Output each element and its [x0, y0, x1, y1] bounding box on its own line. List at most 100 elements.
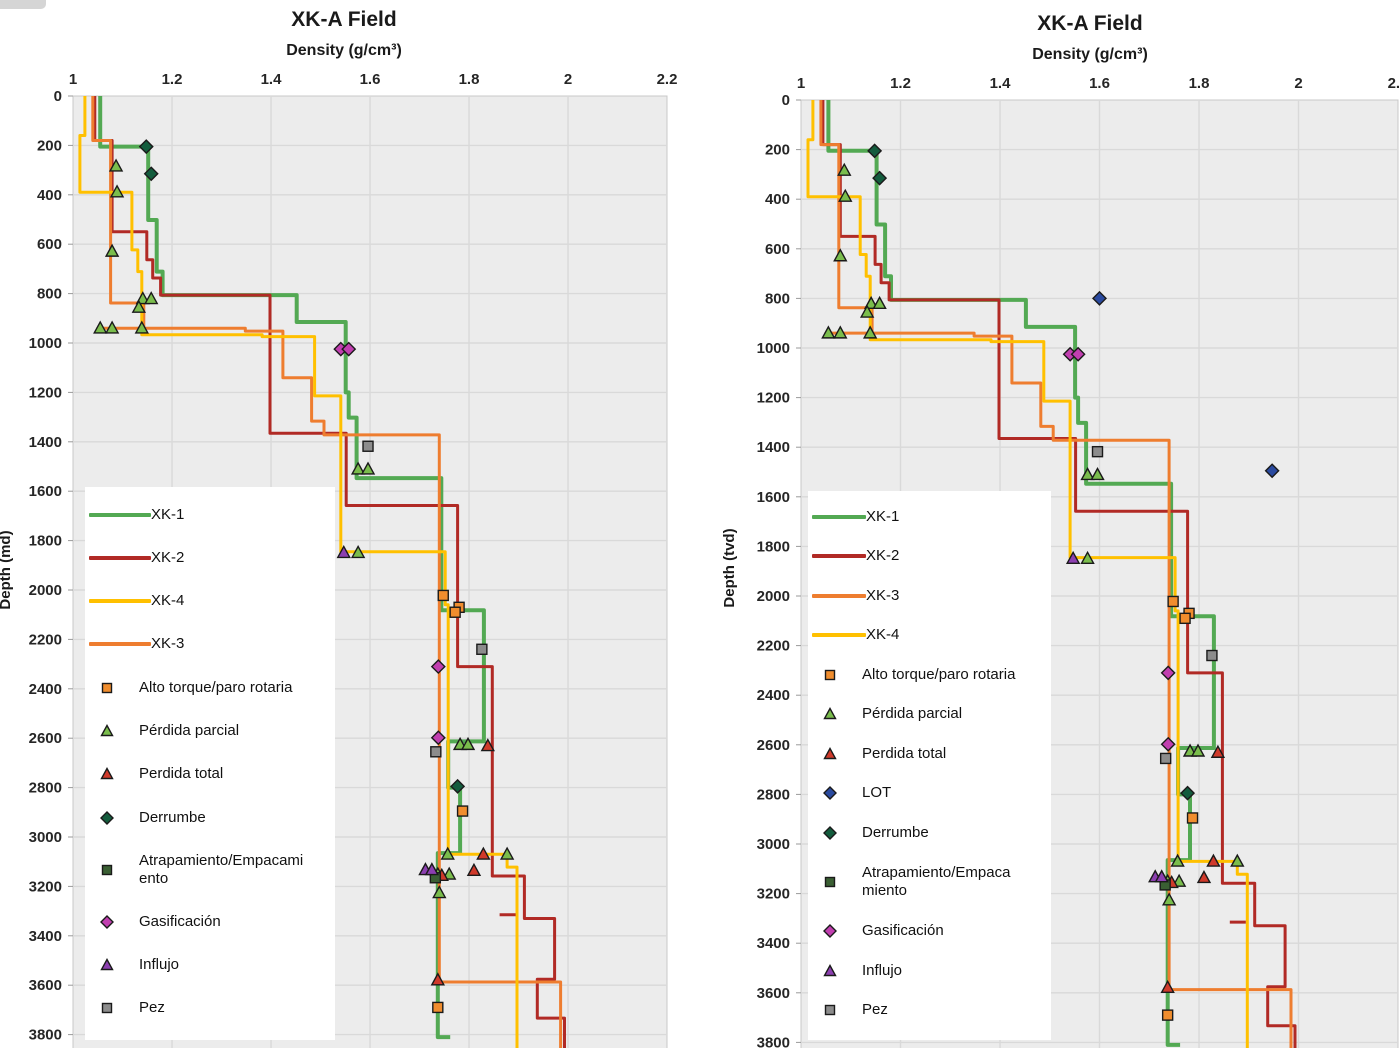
- x-tick-label: 1.4: [990, 75, 1012, 92]
- series-xk-4: [806, 100, 1249, 1048]
- y-tick-label: 3000: [757, 836, 790, 853]
- legend-marker-triangle-icon: [100, 958, 114, 971]
- marker-alto_torque: [1186, 812, 1199, 824]
- chart-right-legend: XK-1 XK-2 XK-3 XK-4 Alto torque/paro rotaria…: [808, 491, 1051, 1040]
- series-xk-2: [821, 100, 1297, 1048]
- legend-item-xk-3: XK-3: [85, 623, 335, 666]
- marker-perdida_parcial: [108, 158, 124, 172]
- marker-influjo: [1154, 869, 1169, 883]
- legend-label: Perdida total: [139, 765, 224, 783]
- legend-marker-triangle-glyph: [823, 746, 837, 759]
- legend-line-swatch: [812, 554, 866, 559]
- marker-perdida_parcial: [1230, 853, 1245, 867]
- marker-perdida_total: [480, 738, 495, 752]
- y-tick-label: 3000: [29, 829, 62, 846]
- legend-label: Pez: [862, 1001, 888, 1019]
- marker-perdida_total: [1210, 744, 1226, 758]
- legend-marker-triangle-icon: [823, 746, 837, 759]
- marker-perdida_parcial: [863, 295, 879, 310]
- legend-marker-swatch: [99, 914, 115, 930]
- marker-pez: [362, 440, 374, 452]
- legend-item-atrapamiento: Atrapamiento/Empacamiento: [85, 839, 335, 900]
- legend-marker-diamond-icon: [823, 825, 837, 840]
- marker-gasificacion: [341, 341, 357, 357]
- marker-perdida_parcial: [134, 320, 149, 334]
- chart-left-title: XK-A Field: [291, 8, 397, 31]
- legend-label: XK-4: [866, 626, 900, 644]
- marker-perdida_parcial: [350, 544, 366, 559]
- y-tick-label: 1200: [757, 390, 790, 407]
- marker-perdida_parcial: [432, 885, 447, 899]
- marker-perdida_parcial: [862, 325, 878, 339]
- legend-label: Pez: [139, 999, 165, 1017]
- legend-marker-triangle-glyph: [823, 963, 837, 976]
- marker-perdida_parcial: [104, 243, 120, 257]
- marker-perdida_parcial: [1190, 743, 1206, 757]
- y-tick-label: 3200: [757, 886, 790, 903]
- legend-item-xk-4: XK-4: [808, 615, 1051, 654]
- x-tick-label: 2: [1294, 75, 1302, 92]
- legend-label: XK-1: [866, 507, 900, 525]
- marker-gasificacion: [1070, 346, 1086, 362]
- marker-perdida_parcial: [135, 291, 150, 305]
- legend-item-influjo: Influjo: [85, 944, 335, 987]
- legend-marker-diamond-glyph: [823, 825, 837, 840]
- marker-perdida_parcial: [360, 461, 376, 475]
- marker-perdida_parcial: [350, 461, 366, 475]
- legend-marker-swatch: [822, 746, 838, 762]
- legend-marker-square-icon: [824, 669, 836, 680]
- legend-marker-diamond-icon: [823, 786, 837, 801]
- y-tick-label: 2000: [757, 588, 790, 605]
- legend-line-swatch: [89, 599, 151, 604]
- legend-line-swatch: [812, 514, 866, 519]
- y-tick-label: 200: [37, 137, 62, 154]
- marker-perdida_parcial: [1161, 892, 1177, 906]
- x-tick-label: 1: [69, 71, 77, 88]
- legend-marker-triangle-icon: [823, 707, 837, 720]
- marker-derrumbe: [138, 139, 154, 155]
- legend-marker-triangle-glyph: [100, 767, 114, 780]
- legend-line-swatch: [89, 512, 151, 517]
- legend-marker-swatch: [822, 874, 838, 890]
- legend-item-gasificacion: Gasificación: [808, 912, 1051, 951]
- legend-item-derrumbe: Derrumbe: [808, 813, 1051, 852]
- window-corner-artifact: [0, 0, 46, 9]
- marker-perdida_parcial: [104, 320, 120, 334]
- legend-marker-swatch: [99, 862, 115, 878]
- legend-item-alto-torque: Alto torque/paro rotaria: [808, 655, 1051, 694]
- x-tick-label: 1.2: [890, 75, 911, 92]
- y-tick-label: 2400: [757, 687, 790, 704]
- legend-item-alto-torque: Alto torque/paro rotaria: [85, 666, 335, 709]
- legend-label: Influjo: [862, 961, 903, 979]
- marker-perdida_parcial: [833, 325, 848, 339]
- legend-marker-triangle-glyph: [823, 707, 837, 720]
- legend-marker-square-icon: [101, 864, 113, 875]
- legend-label: Influjo: [139, 956, 180, 974]
- legend-marker-triangle-icon: [823, 963, 837, 976]
- y-tick-label: 400: [37, 187, 62, 204]
- x-tick-label: 1.8: [1189, 75, 1210, 92]
- legend-marker-diamond-glyph: [100, 914, 114, 929]
- legend-marker-square-icon: [101, 1003, 113, 1014]
- legend-label: LOT: [862, 784, 892, 802]
- x-tick-label: 2.2: [657, 71, 678, 88]
- marker-perdida_parcial: [833, 248, 848, 262]
- y-tick-label: 3400: [29, 928, 62, 945]
- marker-influjo: [336, 544, 351, 559]
- marker-influjo: [424, 862, 440, 876]
- y-tick-label: 3800: [29, 1027, 62, 1044]
- y-tick-label: 3400: [757, 935, 790, 952]
- x-tick-label: 1.2: [162, 71, 183, 88]
- legend-marker-square-glyph: [101, 864, 113, 875]
- legend-marker-swatch: [99, 810, 115, 826]
- legend-label: XK-4: [151, 592, 185, 610]
- y-tick-label: 2800: [757, 786, 790, 803]
- y-tick-label: 1600: [29, 483, 62, 500]
- legend-item-gasificacion: Gasificación: [85, 900, 335, 943]
- legend-label: Perdida total: [862, 744, 947, 762]
- marker-perdida_total: [430, 972, 445, 986]
- legend-marker-swatch: [822, 923, 838, 939]
- legend-item-atrapamiento: Atrapamiento/Empacamiento: [808, 852, 1051, 911]
- marker-alto_torque: [1179, 612, 1191, 625]
